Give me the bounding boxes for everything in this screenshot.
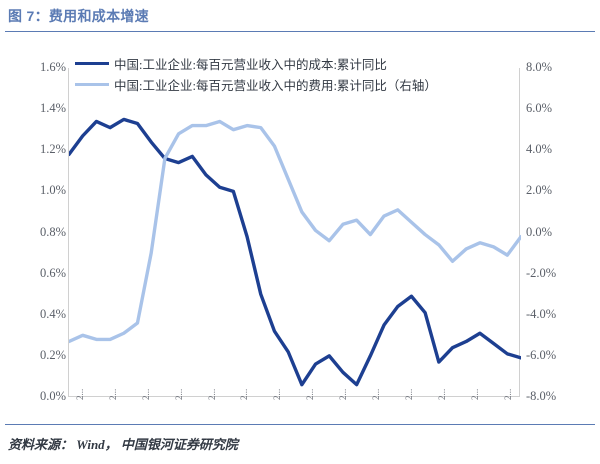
chart-lines: [69, 117, 521, 387]
legend-item-cost: 中国:工业企业:每百元营业收入中的成本:累计同比: [75, 53, 505, 74]
x-axis-tick-label: 2...: [436, 388, 447, 400]
y-axis-left-tick-label: 1.6%: [39, 60, 66, 74]
x-axis-tick-label: 2...: [75, 388, 85, 400]
x-axis-tick-label: 2...: [469, 388, 480, 400]
plot-area: [68, 68, 521, 397]
x-axis-tick-label: 2...: [206, 388, 217, 400]
x-axis-tick-label: 2...: [370, 388, 381, 400]
chart-legend: 中国:工业企业:每百元营业收入中的成本:累计同比 中国:工业企业:每百元营业收入…: [75, 53, 505, 95]
y-axis-left-tick-label: 1.0%: [39, 183, 66, 198]
line-series-fee: [69, 119, 521, 344]
x-axis-tick-label: 2...: [107, 388, 118, 400]
x-axis-tick-label: 2...: [272, 388, 283, 400]
legend-swatch-fee-icon: [75, 83, 109, 86]
y-axis-right-tick-label: 6.0%: [526, 101, 553, 116]
header-divider: [5, 31, 595, 32]
legend-label-fee: 中国:工业企业:每百元营业收入中的费用:累计同比（右轴）: [114, 79, 437, 93]
y-axis-left-tick-label: 0.6%: [39, 265, 66, 280]
y-axis-left-tick-label: 0.4%: [39, 306, 66, 321]
y-axis-right-tick-label: 0.0%: [526, 224, 553, 239]
legend-item-fee: 中国:工业企业:每百元营业收入中的费用:累计同比（右轴）: [75, 74, 505, 95]
x-axis-tick-label: 2...: [502, 388, 513, 400]
x-axis-tick-label: 2...: [305, 388, 316, 400]
y-axis-left-tick-label: 0.2%: [39, 347, 66, 362]
y-axis-left-tick-label: 1.2%: [39, 142, 66, 157]
line-series-cost: [69, 117, 521, 387]
x-axis-tick-label: 2...: [239, 388, 250, 400]
y-axis-left-tick-label: 0.0%: [39, 389, 66, 403]
y-axis-right-tick-label: 4.0%: [526, 142, 553, 157]
y-axis-right-tick-label: -2.0%: [526, 265, 557, 280]
y-axis-left-tick-label: 0.8%: [39, 224, 66, 239]
legend-swatch-cost-icon: [75, 62, 109, 65]
footer-divider: [5, 424, 595, 425]
x-axis-tick-label: 2...: [140, 388, 151, 400]
x-axis-tick-label: 2...: [338, 388, 349, 400]
y-axis-right-tick-label: -4.0%: [526, 306, 557, 321]
x-axis-tick-label: 2...: [403, 388, 414, 400]
y-axis-right-tick-label: -6.0%: [526, 347, 557, 362]
source-note: 资料来源： Wind， 中国银河证券研究院: [8, 437, 238, 452]
y-axis-right-tick-label: -8.0%: [526, 389, 557, 403]
page-title: 图 7：费用和成本增速: [8, 8, 149, 24]
y-axis-left-tick-label: 1.4%: [39, 101, 66, 116]
x-axis-tick-label: 2...: [173, 388, 184, 400]
legend-label-cost: 中国:工业企业:每百元营业收入中的成本:累计同比: [114, 58, 387, 72]
y-axis-right-tick-label: 2.0%: [526, 183, 553, 198]
y-axis-right-tick-label: 8.0%: [526, 60, 553, 74]
